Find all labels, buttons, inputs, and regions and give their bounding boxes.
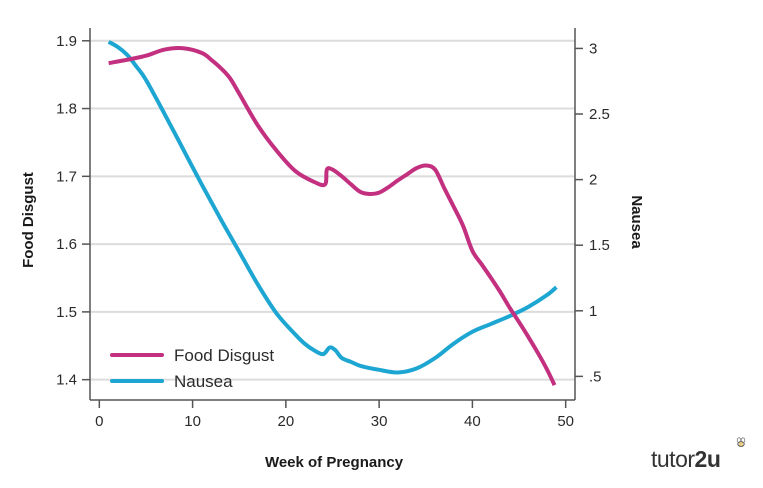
gridlines [90, 39, 575, 381]
right-y-axis-title: Nausea [628, 195, 645, 249]
x-tick-label-0: 0 [95, 413, 103, 430]
left-tick-label-4: 1.8 [56, 101, 77, 118]
right-tick-label-1: 1 [589, 303, 597, 320]
x-tick-label-3: 30 [371, 413, 388, 430]
x-axis: 0 10 20 30 40 50 [90, 399, 575, 430]
legend-label-nausea: Nausea [174, 372, 233, 391]
bee-icon [736, 437, 746, 447]
x-tick-label-2: 20 [278, 413, 295, 430]
right-tick-label-4: 2.5 [589, 106, 610, 123]
x-tick-label-1: 10 [184, 413, 201, 430]
left-tick-label-5: 1.9 [56, 33, 77, 50]
tutor2u-logo: tutor2u [651, 446, 721, 473]
series-lines [107, 40, 558, 386]
right-y-axis: .5 1 1.5 2 2.5 3 [574, 28, 610, 400]
right-tick-label-5: 3 [589, 40, 597, 57]
left-y-axis: 1.4 1.5 1.6 1.7 1.8 1.9 [56, 28, 91, 400]
series-line-food-disgust [108, 46, 557, 386]
x-axis-title: Week of Pregnancy [265, 454, 404, 471]
legend: Food Disgust Nausea [110, 346, 274, 391]
legend-label-food-disgust: Food Disgust [174, 346, 274, 365]
x-tick-label-4: 40 [464, 413, 481, 430]
left-y-axis-title: Food Disgust [20, 172, 37, 268]
left-tick-label-1: 1.5 [56, 304, 77, 321]
right-tick-label-2: 1.5 [589, 237, 610, 254]
right-tick-label-0: .5 [589, 368, 602, 385]
series-line-nausea [107, 40, 558, 375]
right-tick-label-3: 2 [589, 172, 597, 189]
left-tick-label-0: 1.4 [56, 372, 77, 389]
x-tick-label-5: 50 [557, 413, 574, 430]
logo-text-bold: 2u [694, 446, 721, 472]
left-tick-label-3: 1.7 [56, 168, 77, 185]
logo-text-regular: tutor [651, 446, 695, 472]
left-tick-label-2: 1.6 [56, 236, 77, 253]
